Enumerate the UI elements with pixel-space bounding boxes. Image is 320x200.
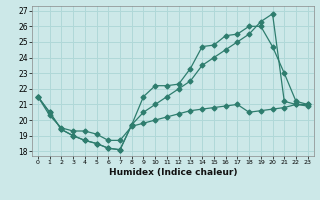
X-axis label: Humidex (Indice chaleur): Humidex (Indice chaleur) [108, 168, 237, 177]
